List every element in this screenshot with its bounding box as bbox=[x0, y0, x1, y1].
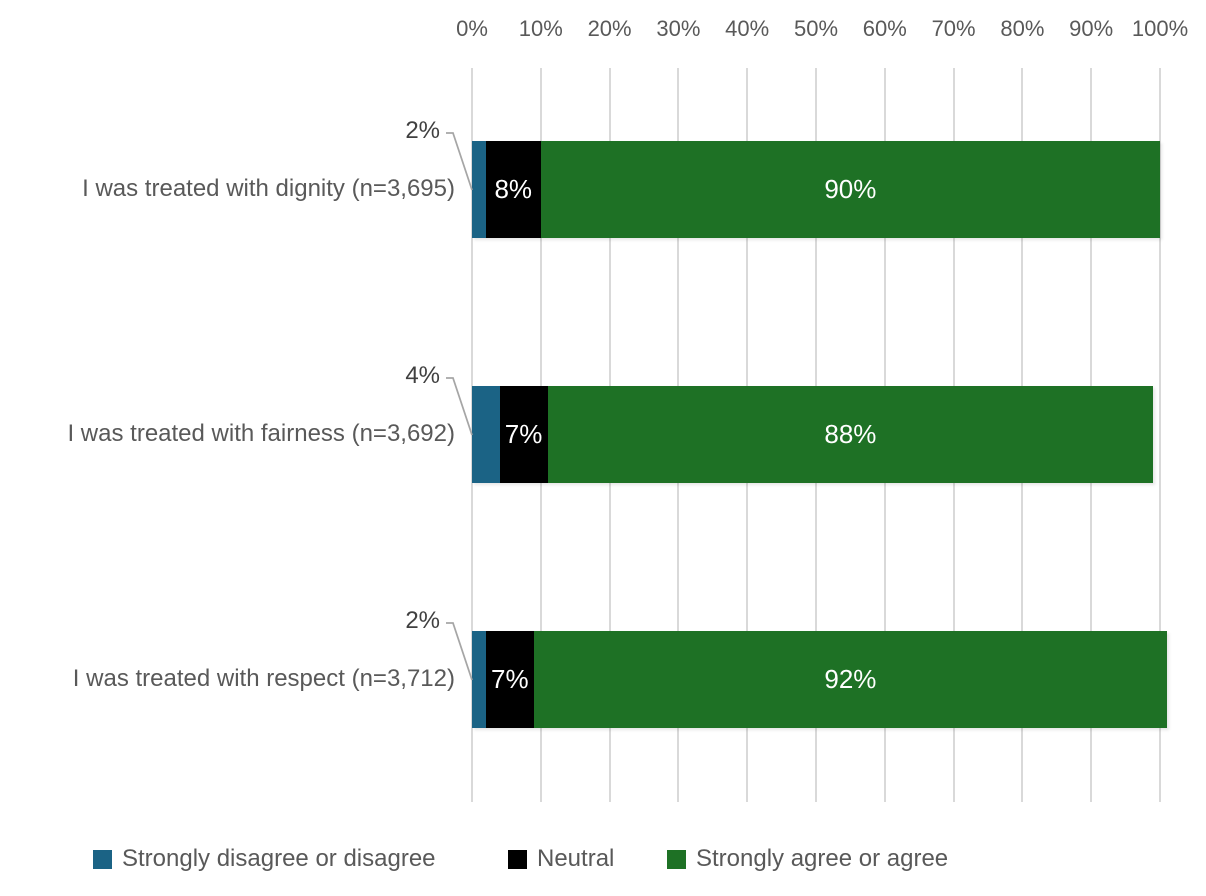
x-axis-tick-label: 60% bbox=[862, 16, 907, 41]
x-axis-tick-label: 80% bbox=[1000, 16, 1045, 41]
legend-swatch-icon bbox=[508, 849, 527, 869]
callout-data-label: 4% bbox=[405, 362, 440, 389]
legend-entry: Strongly disagree or disagree bbox=[93, 845, 436, 873]
bar-segment: 7% bbox=[485, 631, 534, 728]
x-axis-tick-label: 10% bbox=[518, 16, 563, 41]
x-axis-tick-label: 40% bbox=[725, 16, 770, 41]
bar-row: 7% 88% bbox=[472, 386, 1154, 483]
bar-segment: 7% bbox=[499, 386, 548, 483]
gridline bbox=[1159, 68, 1161, 802]
x-axis-tick-label: 50% bbox=[793, 16, 839, 41]
legend-label: Strongly agree or agree bbox=[696, 845, 949, 872]
bar-data-label: 90% bbox=[824, 174, 877, 204]
bar-data-label: 7% bbox=[491, 664, 529, 694]
legend-swatch-icon bbox=[93, 849, 112, 869]
legend-entry: Neutral bbox=[508, 845, 614, 873]
x-axis-tick-label: 30% bbox=[656, 16, 701, 41]
category-label: I was treated with dignity (n=3,695) bbox=[82, 174, 455, 202]
bar-data-label: 88% bbox=[824, 419, 877, 449]
callout-data-label: 2% bbox=[405, 607, 440, 634]
bar-segment bbox=[472, 631, 486, 728]
legend-label: Neutral bbox=[537, 845, 615, 872]
bar-data-label: 92% bbox=[824, 664, 877, 694]
bar-segment bbox=[472, 386, 500, 483]
x-axis-tick-label: 100% bbox=[1131, 16, 1189, 41]
bar-segment: 8% bbox=[485, 141, 541, 238]
x-axis-tick-label: 70% bbox=[931, 16, 976, 41]
x-axis-tick-label: 20% bbox=[587, 16, 632, 41]
legend-swatch-icon bbox=[667, 849, 686, 869]
category-label: I was treated with fairness (n=3,692) bbox=[67, 419, 455, 447]
legend-label: Strongly disagree or disagree bbox=[122, 845, 436, 872]
legend-entry: Strongly agree or agree bbox=[667, 845, 948, 873]
bar-data-label: 7% bbox=[504, 419, 543, 449]
category-label: I was treated with respect (n=3,712) bbox=[72, 664, 455, 692]
bar-segment: 90% bbox=[540, 141, 1160, 238]
bar-segment bbox=[472, 141, 486, 238]
x-axis-tick-label: 0% bbox=[456, 16, 488, 41]
bar-segment: 88% bbox=[547, 386, 1154, 483]
bar-data-label: 8% bbox=[494, 174, 533, 204]
callout-data-label: 2% bbox=[405, 117, 440, 144]
x-axis-tick-label: 90% bbox=[1069, 16, 1114, 41]
bar-row: 7% 92% bbox=[472, 631, 1167, 728]
bar-row: 8% 90% bbox=[472, 141, 1160, 238]
bar-segment: 92% bbox=[533, 631, 1167, 728]
